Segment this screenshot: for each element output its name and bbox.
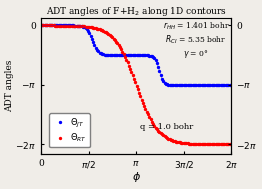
$\Theta_{RT}$ [153,125,156,127]
$\Theta_{JT}$ [212,84,215,86]
$\Theta_{RT}$ [40,24,43,27]
$\Theta_{RT}$ [152,124,155,126]
Line: $\Theta_{JT}$: $\Theta_{JT}$ [40,24,232,86]
Text: q = 1.0 bohr: q = 1.0 bohr [140,123,193,131]
X-axis label: $\phi$: $\phi$ [132,170,141,184]
$\Theta_{RT}$ [156,129,159,131]
$\Theta_{JT}$ [153,57,156,59]
Title: ADT angles of F+H$_2$ along 1D contours: ADT angles of F+H$_2$ along 1D contours [46,5,227,18]
$\Theta_{JT}$ [40,24,43,27]
$\Theta_{JT}$ [230,84,233,86]
$\Theta_{RT}$ [212,143,215,146]
$\Theta_{JT}$ [152,56,155,59]
Line: $\Theta_{RT}$: $\Theta_{RT}$ [40,25,232,146]
Y-axis label: ADT angles: ADT angles [5,60,14,112]
Legend: $\Theta_{JT}$, $\Theta_{RT}$: $\Theta_{JT}$, $\Theta_{RT}$ [49,113,90,147]
$\Theta_{RT}$ [230,143,233,146]
$\Theta_{JT}$ [39,24,42,27]
Text: $r_{HH}$ = 1.401 bohr
$R_{CI}$ = 5.35 bohr
$\gamma$ = 0°: $r_{HH}$ = 1.401 bohr $R_{CI}$ = 5.35 bo… [163,21,230,60]
$\Theta_{RT}$ [39,24,42,27]
$\Theta_{JT}$ [200,84,203,86]
$\Theta_{JT}$ [156,64,159,66]
$\Theta_{RT}$ [200,143,203,145]
